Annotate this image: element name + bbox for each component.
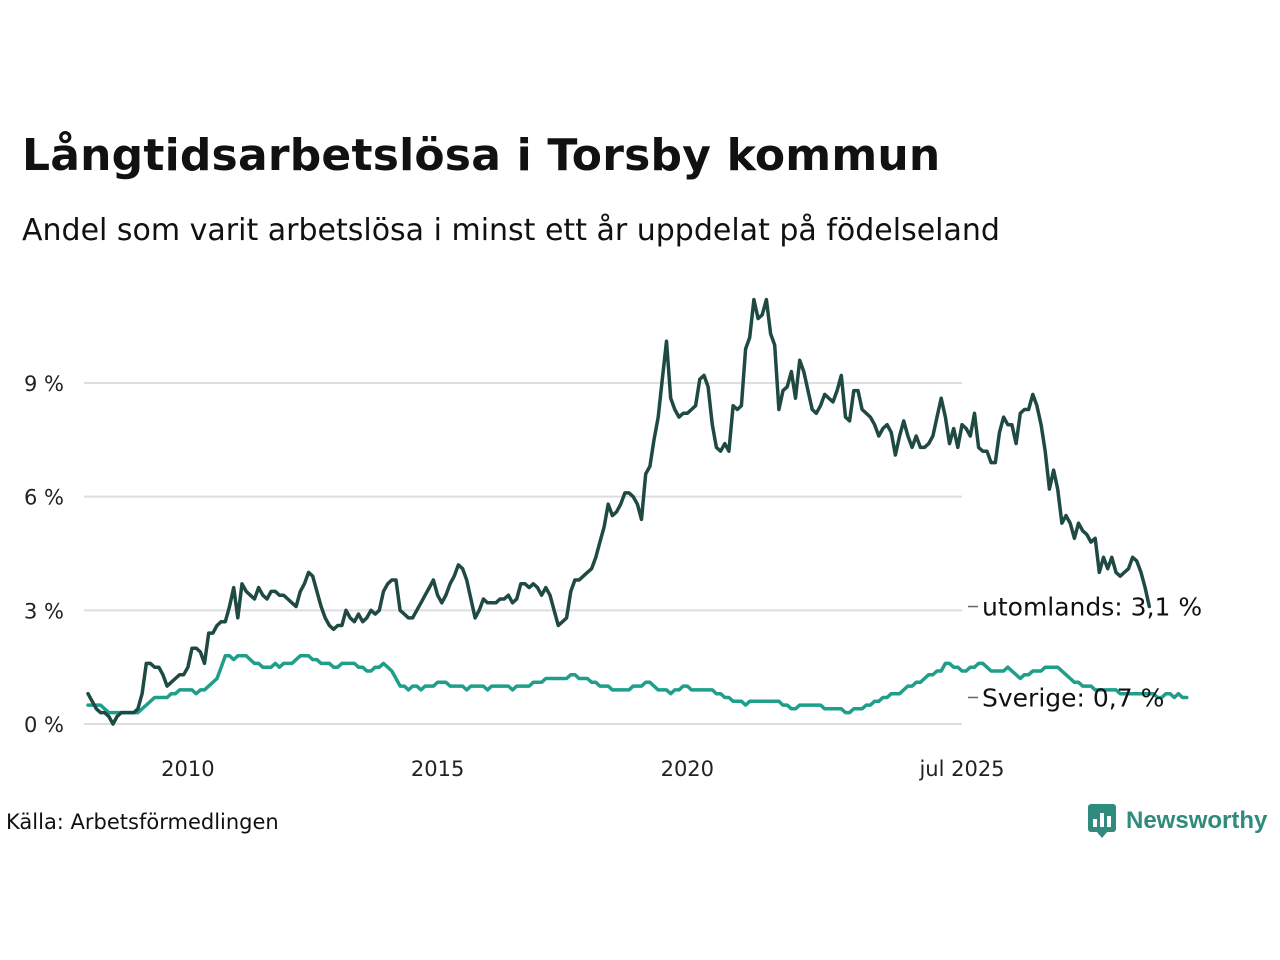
bar-chart-speech-bubble-icon: [1088, 804, 1116, 838]
grid-lines: [84, 382, 962, 725]
y-tick-label: 9 %: [24, 372, 64, 396]
y-tick-label: 3 %: [24, 599, 64, 623]
x-tick-label: 2020: [661, 757, 714, 781]
series-line-sverige: [86, 654, 1189, 715]
x-tick-label: 2015: [411, 757, 464, 781]
brand-name: Newsworthy: [1126, 807, 1268, 834]
x-tick-label: jul 2025: [918, 757, 1004, 781]
series-line-utomlands: [86, 297, 1152, 726]
chart-title: Långtidsarbetslösa i Torsby kommun: [22, 130, 941, 181]
end-label-utomlands: utomlands: 3,1 %: [982, 593, 1202, 622]
brand-logo[interactable]: Newsworthy: [1088, 804, 1267, 838]
end-label-sverige: Sverige: 0,7 %: [982, 683, 1164, 712]
chart-subtitle: Andel som varit arbetslösa i minst ett å…: [22, 213, 1000, 248]
series-lines: [86, 297, 1189, 726]
source-note: Källa: Arbetsförmedlingen: [6, 810, 279, 834]
x-axis-labels: 2010 2015 2020 jul 2025: [161, 757, 1004, 781]
y-tick-label: 6 %: [24, 486, 64, 510]
y-tick-label: 0 %: [24, 713, 64, 737]
series-end-labels: utomlands: 3,1 % Sverige: 0,7 %: [968, 593, 1202, 712]
y-axis-labels: 0 % 3 % 6 % 9 %: [24, 372, 64, 737]
x-tick-label: 2010: [161, 757, 214, 781]
